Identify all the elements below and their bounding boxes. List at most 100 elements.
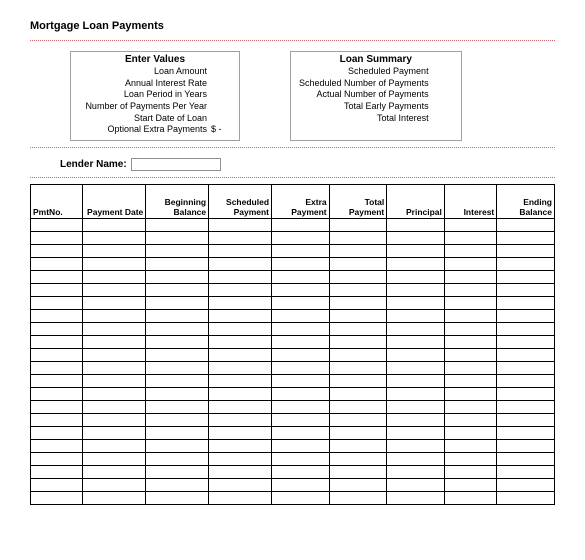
table-cell[interactable] xyxy=(83,258,146,271)
table-cell[interactable] xyxy=(329,492,387,505)
table-cell[interactable] xyxy=(146,362,209,375)
table-cell[interactable] xyxy=(31,297,83,310)
table-cell[interactable] xyxy=(387,310,445,323)
enter-values-value[interactable] xyxy=(207,89,231,101)
loan-summary-value[interactable] xyxy=(429,78,453,90)
table-cell[interactable] xyxy=(209,297,272,310)
table-cell[interactable] xyxy=(209,388,272,401)
table-cell[interactable] xyxy=(497,479,555,492)
table-cell[interactable] xyxy=(31,271,83,284)
table-cell[interactable] xyxy=(146,479,209,492)
table-cell[interactable] xyxy=(31,479,83,492)
table-cell[interactable] xyxy=(209,232,272,245)
table-cell[interactable] xyxy=(497,310,555,323)
table-cell[interactable] xyxy=(329,362,387,375)
table-cell[interactable] xyxy=(272,219,330,232)
table-cell[interactable] xyxy=(272,258,330,271)
table-cell[interactable] xyxy=(83,401,146,414)
table-cell[interactable] xyxy=(387,232,445,245)
table-cell[interactable] xyxy=(272,401,330,414)
table-cell[interactable] xyxy=(329,284,387,297)
table-cell[interactable] xyxy=(497,375,555,388)
table-cell[interactable] xyxy=(497,323,555,336)
table-cell[interactable] xyxy=(497,349,555,362)
table-cell[interactable] xyxy=(387,440,445,453)
table-cell[interactable] xyxy=(444,466,496,479)
table-cell[interactable] xyxy=(387,297,445,310)
table-cell[interactable] xyxy=(31,258,83,271)
table-cell[interactable] xyxy=(146,323,209,336)
table-cell[interactable] xyxy=(329,297,387,310)
table-cell[interactable] xyxy=(387,362,445,375)
table-cell[interactable] xyxy=(387,427,445,440)
table-cell[interactable] xyxy=(209,466,272,479)
table-cell[interactable] xyxy=(387,375,445,388)
table-cell[interactable] xyxy=(387,401,445,414)
table-cell[interactable] xyxy=(272,323,330,336)
table-cell[interactable] xyxy=(31,284,83,297)
table-cell[interactable] xyxy=(444,258,496,271)
table-cell[interactable] xyxy=(83,232,146,245)
loan-summary-value[interactable] xyxy=(429,89,453,101)
table-cell[interactable] xyxy=(272,479,330,492)
table-cell[interactable] xyxy=(31,362,83,375)
table-cell[interactable] xyxy=(83,297,146,310)
table-cell[interactable] xyxy=(387,388,445,401)
table-cell[interactable] xyxy=(83,414,146,427)
table-cell[interactable] xyxy=(497,362,555,375)
table-cell[interactable] xyxy=(444,349,496,362)
table-cell[interactable] xyxy=(146,258,209,271)
table-cell[interactable] xyxy=(209,219,272,232)
table-cell[interactable] xyxy=(31,349,83,362)
loan-summary-value[interactable] xyxy=(429,113,453,125)
table-cell[interactable] xyxy=(387,219,445,232)
table-cell[interactable] xyxy=(31,466,83,479)
table-cell[interactable] xyxy=(329,349,387,362)
table-cell[interactable] xyxy=(31,388,83,401)
table-cell[interactable] xyxy=(444,245,496,258)
enter-values-value[interactable]: $ - xyxy=(207,124,231,136)
table-cell[interactable] xyxy=(31,375,83,388)
table-cell[interactable] xyxy=(387,323,445,336)
table-cell[interactable] xyxy=(83,427,146,440)
table-cell[interactable] xyxy=(146,336,209,349)
table-cell[interactable] xyxy=(387,349,445,362)
table-cell[interactable] xyxy=(497,401,555,414)
table-cell[interactable] xyxy=(146,388,209,401)
table-cell[interactable] xyxy=(497,284,555,297)
loan-summary-value[interactable] xyxy=(429,101,453,113)
table-cell[interactable] xyxy=(272,284,330,297)
table-cell[interactable] xyxy=(209,440,272,453)
table-cell[interactable] xyxy=(31,492,83,505)
table-cell[interactable] xyxy=(272,362,330,375)
table-cell[interactable] xyxy=(387,284,445,297)
table-cell[interactable] xyxy=(444,427,496,440)
table-cell[interactable] xyxy=(444,310,496,323)
table-cell[interactable] xyxy=(146,466,209,479)
table-cell[interactable] xyxy=(83,349,146,362)
table-cell[interactable] xyxy=(329,453,387,466)
table-cell[interactable] xyxy=(209,453,272,466)
table-cell[interactable] xyxy=(146,492,209,505)
table-cell[interactable] xyxy=(83,375,146,388)
table-cell[interactable] xyxy=(83,245,146,258)
table-cell[interactable] xyxy=(272,388,330,401)
table-cell[interactable] xyxy=(497,232,555,245)
table-cell[interactable] xyxy=(329,336,387,349)
table-cell[interactable] xyxy=(444,284,496,297)
table-cell[interactable] xyxy=(329,440,387,453)
table-cell[interactable] xyxy=(387,414,445,427)
table-cell[interactable] xyxy=(146,427,209,440)
table-cell[interactable] xyxy=(444,453,496,466)
table-cell[interactable] xyxy=(209,414,272,427)
table-cell[interactable] xyxy=(444,414,496,427)
table-cell[interactable] xyxy=(387,479,445,492)
table-cell[interactable] xyxy=(497,492,555,505)
table-cell[interactable] xyxy=(329,219,387,232)
table-cell[interactable] xyxy=(444,375,496,388)
table-cell[interactable] xyxy=(329,388,387,401)
table-cell[interactable] xyxy=(146,219,209,232)
enter-values-value[interactable] xyxy=(207,113,231,125)
table-cell[interactable] xyxy=(497,427,555,440)
table-cell[interactable] xyxy=(83,362,146,375)
